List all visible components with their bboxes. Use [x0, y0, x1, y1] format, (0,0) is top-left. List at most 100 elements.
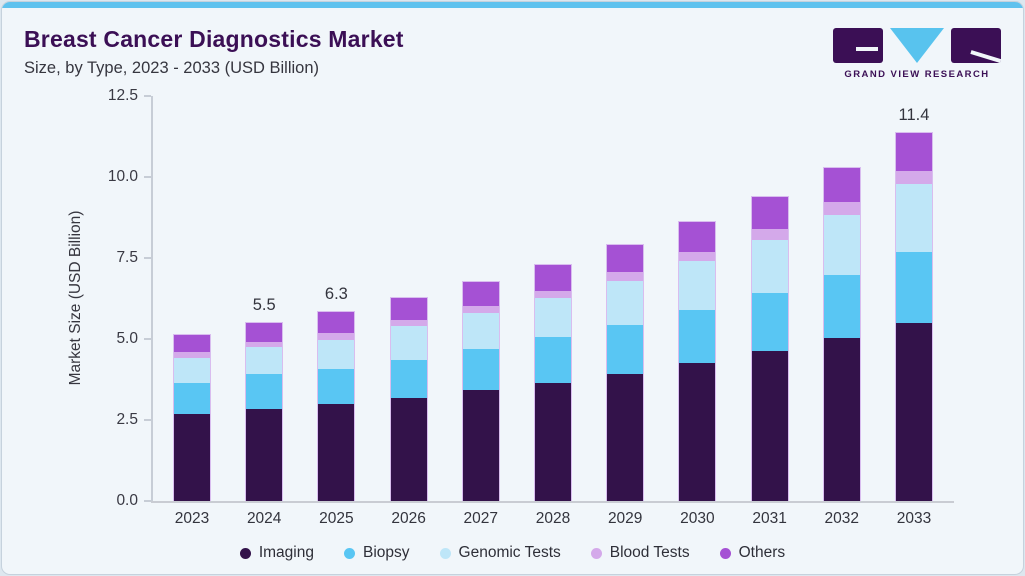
bar-segment-imaging: [823, 337, 860, 501]
legend-dot-icon: [344, 547, 355, 559]
y-axis-title: Market Size (USD Billion): [67, 210, 84, 386]
bar-segment-imaging: [607, 373, 644, 501]
bar-segment-blood-tests: [607, 272, 644, 281]
legend-item-others: Others: [719, 544, 786, 562]
bar-segment-imaging: [535, 382, 571, 501]
bar-segment-blood-tests: [679, 251, 716, 262]
bar-segment-others: [823, 167, 860, 202]
legend: Imaging Biopsy Genomic Tests Blood Tests Oth…: [2, 544, 1023, 562]
bar-segment-genomic-tests: [679, 261, 716, 311]
bar-segment-genomic-tests: [607, 280, 644, 325]
bar-value-label-2025: 6.3: [324, 284, 348, 303]
legend-label: Imaging: [258, 544, 314, 561]
y-tick-label: 12.5: [107, 87, 138, 104]
bar-segment-genomic-tests: [462, 312, 499, 350]
bar-segment-imaging: [462, 390, 499, 501]
bar-segment-biopsy: [318, 368, 355, 405]
bar-segment-others: [896, 132, 932, 172]
bar-segment-biopsy: [535, 337, 571, 383]
bar-segment-others: [318, 311, 355, 334]
bar-2030: [678, 221, 717, 501]
y-tick: [144, 176, 151, 178]
bar-segment-genomic-tests: [246, 347, 283, 374]
bar-segment-genomic-tests: [318, 339, 355, 369]
gvr-logo-v-icon: [890, 28, 944, 63]
bar-segment-others: [607, 244, 644, 273]
bar-segment-genomic-tests: [896, 183, 932, 252]
legend-dot-icon: [239, 547, 251, 559]
y-tick: [144, 257, 151, 259]
legend-label: Blood Tests: [609, 544, 690, 561]
y-tick-label: 5.0: [116, 330, 138, 347]
x-tick-label-2030: 2030: [680, 510, 715, 527]
x-tick-label-2027: 2027: [463, 510, 499, 527]
y-tick: [144, 338, 151, 340]
y-tick: [144, 95, 151, 97]
bar-2024: [245, 321, 284, 501]
bar-2028: [534, 263, 572, 501]
legend-label: Genomic Tests: [458, 544, 561, 561]
bar-segment-blood-tests: [535, 290, 571, 299]
gvr-logo-r-icon: [951, 28, 1001, 63]
bar-segment-imaging: [174, 414, 210, 501]
bar-2032: [822, 166, 861, 501]
bar-segment-biopsy: [607, 324, 644, 374]
x-tick-label-2023: 2023: [174, 510, 210, 527]
x-tick-label-2031: 2031: [752, 510, 787, 527]
bar-segment-imaging: [751, 351, 788, 501]
bar-segment-others: [246, 322, 283, 342]
bar-segment-imaging: [679, 363, 716, 501]
gvr-logo-g-icon: [833, 28, 883, 63]
bar-2026: [389, 296, 428, 501]
y-tick: [144, 500, 151, 502]
bar-segment-others: [535, 264, 571, 291]
legend-dot-icon: [719, 547, 731, 559]
bar-2025: [317, 310, 356, 501]
x-tick-label-2025: 2025: [319, 510, 354, 527]
header: Breast Cancer Diagnostics Market Size, b…: [24, 26, 404, 78]
bar-2033: [895, 131, 933, 501]
plot-area: 0.0 2.5 5.0 7.5 10.0 12.5 2023 5.5 2024 6.3 2025 20…: [108, 87, 954, 527]
bar-segment-blood-tests: [246, 341, 283, 348]
bar-2027: [461, 280, 500, 501]
gvr-logo-mark: [833, 28, 1001, 63]
bar-segment-others: [174, 335, 210, 353]
bar-segment-others: [751, 197, 788, 230]
x-axis-line: [151, 500, 954, 503]
bar-segment-blood-tests: [390, 319, 427, 326]
bar-segment-blood-tests: [318, 333, 355, 340]
legend-label: Biopsy: [363, 544, 410, 561]
x-tick-label-2032: 2032: [824, 510, 860, 527]
legend-item-imaging: Imaging: [239, 544, 314, 562]
bar-segment-biopsy: [390, 360, 427, 398]
bar-segment-biopsy: [751, 292, 788, 352]
legend-label: Others: [738, 544, 786, 561]
bar-segment-genomic-tests: [751, 240, 788, 293]
legend-item-biopsy: Biopsy: [344, 544, 410, 562]
bar-2023: [173, 334, 211, 501]
bar-segment-blood-tests: [896, 171, 932, 184]
top-accent-strip: [2, 2, 1023, 8]
y-axis-line: [151, 96, 153, 501]
bar-segment-others: [390, 297, 427, 320]
x-tick-label-2026: 2026: [391, 510, 426, 527]
page-title: Breast Cancer Diagnostics Market: [24, 26, 404, 52]
legend-dot-icon: [439, 547, 451, 559]
legend-item-genomic-tests: Genomic Tests: [439, 544, 561, 562]
bar-segment-biopsy: [896, 251, 932, 323]
bar-segment-biopsy: [823, 274, 860, 338]
bar-segment-blood-tests: [751, 229, 788, 241]
bar-value-label-2024: 5.5: [252, 295, 276, 314]
bar-segment-biopsy: [679, 310, 716, 364]
bar-segment-imaging: [896, 322, 932, 501]
legend-item-blood-tests: Blood Tests: [590, 544, 690, 562]
bar-segment-imaging: [246, 409, 283, 501]
bar-2031: [750, 196, 789, 501]
bar-segment-imaging: [318, 404, 355, 501]
grand-view-research-logo: GRAND VIEW RESEARCH: [833, 28, 1001, 80]
bar-segment-biopsy: [462, 349, 499, 391]
bar-segment-others: [462, 281, 499, 307]
brand-text: GRAND VIEW RESEARCH: [844, 69, 990, 80]
bar-segment-genomic-tests: [823, 214, 860, 275]
